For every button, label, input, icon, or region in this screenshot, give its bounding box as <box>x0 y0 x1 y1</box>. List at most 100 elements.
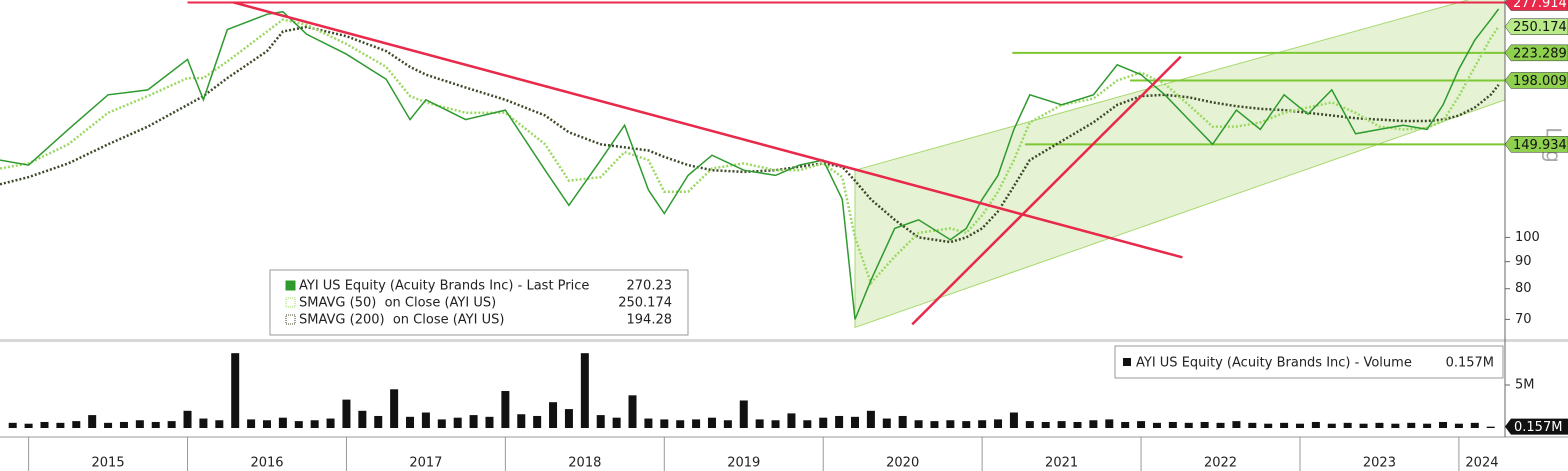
value-label: 223.289 <box>1513 46 1567 61</box>
volume-bar <box>135 420 144 428</box>
legend-box <box>269 269 689 336</box>
trend-line <box>233 1 1183 259</box>
volume-bar <box>421 412 430 428</box>
legend-swatch <box>285 280 296 291</box>
volume-bar <box>262 420 271 428</box>
value-label: 250.174 <box>1513 20 1567 35</box>
legend-value: 194.28 <box>627 313 673 328</box>
volume-bar <box>1359 423 1368 428</box>
volume-bar <box>628 395 637 428</box>
volume-bar <box>278 417 287 428</box>
volume-bar <box>1200 421 1209 428</box>
legend-swatch <box>1123 358 1131 366</box>
volume-bar <box>1264 423 1273 428</box>
x-tick-label: 2023 <box>1363 456 1396 471</box>
legend-label: AYI US Equity (Acuity Brands Inc) - Last… <box>299 279 589 294</box>
volume-bar <box>1009 412 1018 428</box>
y-tick-label: 5M <box>1515 378 1535 393</box>
volume-bar <box>1248 422 1257 428</box>
x-tick-label: 2022 <box>1204 456 1237 471</box>
legend-value: 250.174 <box>618 296 672 311</box>
volume-bar <box>453 417 462 428</box>
value-label: 149.934 <box>1513 138 1567 153</box>
volume-bar <box>88 415 97 428</box>
volume-bar <box>1375 422 1384 428</box>
legend-label: AYI US Equity (Acuity Brands Inc) - Volu… <box>1136 356 1412 371</box>
y-tick-label: 70 <box>1515 312 1532 327</box>
x-tick-label: 2020 <box>886 456 919 471</box>
legend-label: SMAVG (200) on Close (AYI US) <box>299 313 504 328</box>
x-tick-label: 2016 <box>250 456 283 471</box>
trend-line <box>911 55 1182 326</box>
value-label: 277.914 <box>1513 0 1567 11</box>
volume-bar <box>707 417 716 428</box>
volume-bar <box>24 423 33 428</box>
volume-bar <box>1232 421 1241 428</box>
volume-bar <box>310 420 319 428</box>
series-line <box>0 8 1500 320</box>
legend-value: 0.157M <box>1446 356 1494 371</box>
legend-box <box>1114 345 1504 379</box>
value-box <box>1504 136 1568 153</box>
x-tick-label: 2017 <box>409 456 442 471</box>
volume-bar <box>342 399 351 428</box>
legend-swatch <box>285 314 296 325</box>
volume-bar <box>580 353 589 428</box>
volume-bar <box>374 415 383 428</box>
volume-bar <box>1439 421 1448 428</box>
x-tick-label: 2024 <box>1465 456 1498 471</box>
volume-bar <box>946 420 955 428</box>
volume-bar <box>771 420 780 428</box>
series-line <box>0 18 1500 286</box>
volume-bar <box>167 421 176 428</box>
volume-bar <box>723 420 732 428</box>
volume-bar <box>501 391 510 428</box>
value-box <box>1504 72 1568 89</box>
volume-bar <box>596 415 605 428</box>
volume-bar <box>755 419 764 428</box>
value-label: 0.157M <box>1514 420 1562 435</box>
volume-bar <box>612 417 621 428</box>
volume-bar <box>1327 423 1336 428</box>
volume-bar <box>1168 421 1177 428</box>
volume-bar <box>835 415 844 428</box>
volume-bar <box>1105 419 1114 428</box>
volume-bar <box>406 416 415 428</box>
volume-bar <box>994 419 1003 428</box>
volume-bar <box>564 409 573 428</box>
volume-bar <box>215 420 224 428</box>
volume-bar <box>787 413 796 428</box>
volume-bar <box>199 418 208 428</box>
volume-bar <box>485 416 494 428</box>
y-tick-label: 80 <box>1515 281 1532 296</box>
volume-bar <box>644 418 653 428</box>
channel <box>854 0 1505 329</box>
x-tick-label: 2021 <box>1045 456 1078 471</box>
volume-bar <box>8 422 17 428</box>
volume-bar <box>247 419 256 428</box>
volume-bar <box>1057 421 1066 428</box>
volume-bar <box>676 420 685 428</box>
volume-bar <box>1121 421 1130 428</box>
volume-bar <box>517 414 526 428</box>
legend-label: SMAVG (50) on Close (AYI US) <box>299 296 496 311</box>
volume-bar <box>1343 422 1352 428</box>
volume-bar <box>1184 422 1193 428</box>
volume-bar <box>1311 421 1320 428</box>
volume-bar <box>866 410 875 428</box>
volume-bar <box>231 353 240 428</box>
volume-bar <box>1391 423 1400 428</box>
volume-bar <box>1486 426 1495 428</box>
legend-value: 270.23 <box>627 279 673 294</box>
y-tick-label: 100 <box>1515 230 1540 245</box>
volume-bar <box>882 418 891 428</box>
volume-bar <box>962 421 971 428</box>
volume-bar <box>1423 423 1432 428</box>
volume-bar <box>1407 422 1416 428</box>
value-label: 198.009 <box>1513 74 1567 89</box>
volume-bar <box>326 418 335 428</box>
volume-bar <box>851 416 860 428</box>
volume-bar <box>660 419 669 428</box>
volume-bar <box>1216 422 1225 428</box>
volume-bar <box>930 421 939 428</box>
